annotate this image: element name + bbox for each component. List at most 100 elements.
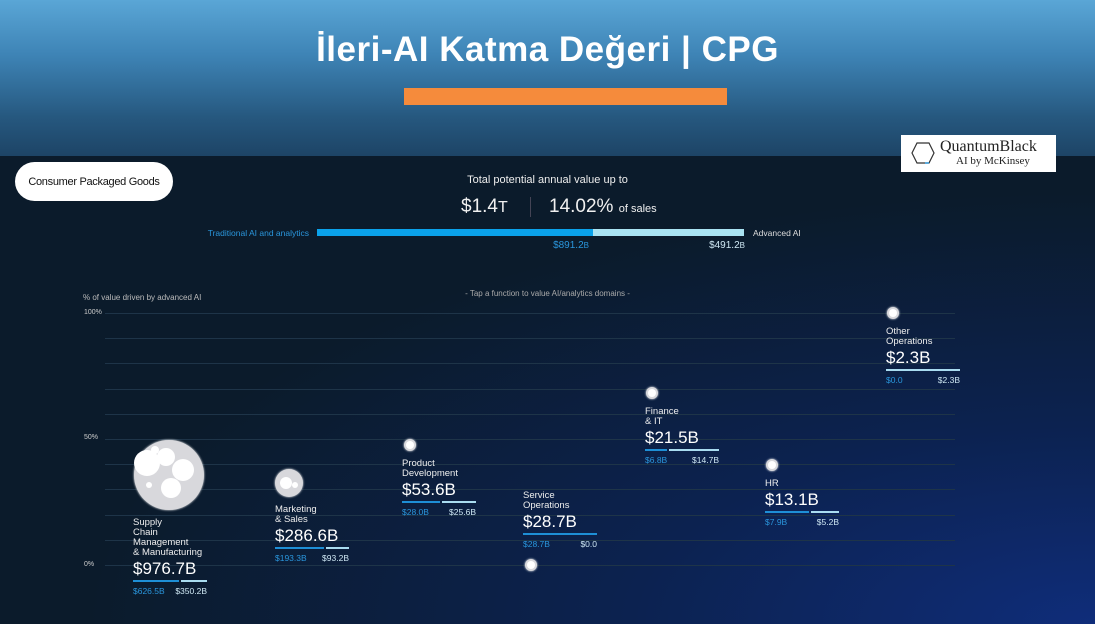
bubble-core xyxy=(648,388,656,397)
gridline xyxy=(105,489,955,491)
traditional-value: $28.0B xyxy=(402,506,429,517)
function-total: $286.6B xyxy=(275,526,339,546)
domain-bubble[interactable] xyxy=(146,481,152,488)
traditional-segment xyxy=(523,533,597,535)
gridline xyxy=(105,363,955,365)
tick-100: 100% xyxy=(84,309,102,316)
advanced-segment xyxy=(886,369,960,371)
bubble-core xyxy=(768,460,776,469)
function-total: $21.5B xyxy=(645,427,699,447)
function-name: Marketing & Sales xyxy=(275,504,317,526)
advanced-value: $5.2B xyxy=(816,516,839,527)
percent-of-sales: 14.02% of sales xyxy=(549,196,657,217)
advanced-value: $491.2B xyxy=(709,240,745,251)
gridline xyxy=(105,338,955,340)
tick-0: 0% xyxy=(84,561,95,568)
domain-bubble[interactable] xyxy=(172,458,194,481)
title-underline xyxy=(404,88,727,105)
split-bar xyxy=(645,448,719,452)
split-bar xyxy=(133,579,207,583)
industry-selector[interactable]: Consumer Packaged Goods xyxy=(15,162,173,201)
function-bubble[interactable] xyxy=(646,386,658,399)
total-label: Total potential annual value up to xyxy=(467,174,628,186)
function-label[interactable]: Finance & IT $21.5B $6.8B $14.7B xyxy=(645,405,725,467)
y-axis-label: % of value driven by advanced AI xyxy=(83,293,202,302)
domain-bubble[interactable] xyxy=(161,477,181,498)
function-bubble[interactable] xyxy=(275,469,303,498)
bubble-core xyxy=(406,440,414,449)
logo-line2: AI by McKinsey xyxy=(956,155,1030,167)
advanced-label: Advanced AI xyxy=(753,228,801,238)
function-name: Service Operations xyxy=(523,490,570,511)
advanced-value: $350.2B xyxy=(175,585,207,596)
function-total: $976.7B xyxy=(133,558,197,578)
traditional-segment xyxy=(133,579,179,582)
traditional-value: $0.0 xyxy=(886,375,903,385)
advanced-segment xyxy=(326,547,349,550)
hexagon-icon xyxy=(911,142,935,164)
advanced-bar xyxy=(593,229,744,236)
traditional-label: Traditional AI and analytics xyxy=(207,228,309,238)
traditional-bar xyxy=(317,229,593,236)
advanced-segment xyxy=(442,500,476,503)
gridline xyxy=(105,413,955,415)
function-bubble[interactable] xyxy=(134,439,204,510)
divider xyxy=(530,197,531,217)
function-label[interactable]: Supply Chain Management & Manufacturing … xyxy=(133,516,213,598)
advanced-segment xyxy=(181,579,207,582)
traditional-value: $193.3B xyxy=(275,553,307,564)
split-bar xyxy=(765,510,839,514)
function-name: Finance & IT xyxy=(645,405,679,427)
function-label[interactable]: HR $13.1B $7.9B $5.2B xyxy=(765,478,845,529)
traditional-value: $28.7B xyxy=(523,539,550,549)
advanced-value: $0.0 xyxy=(580,539,597,549)
split-bar xyxy=(402,500,476,504)
function-bubble[interactable] xyxy=(525,559,537,571)
function-label[interactable]: Other Operations $2.3B $0.0 $2.3B xyxy=(886,327,966,387)
bubble-core xyxy=(527,561,535,569)
gridline xyxy=(105,313,955,314)
domain-bubble[interactable] xyxy=(151,445,159,454)
tick-50: 50% xyxy=(84,434,99,441)
logo-line1: QuantumBlack xyxy=(940,138,1037,155)
domain-bubble[interactable] xyxy=(292,482,298,489)
traditional-value: $626.5B xyxy=(133,585,165,596)
function-total: $2.3B xyxy=(886,348,931,367)
gridline xyxy=(105,514,955,516)
hint-text: - Tap a function to value AI/analytics d… xyxy=(465,289,630,298)
split-bar xyxy=(523,533,597,536)
traditional-segment xyxy=(275,547,324,550)
function-name: Other Operations xyxy=(886,326,933,347)
domain-bubble[interactable] xyxy=(157,447,175,466)
function-label[interactable]: Product Development $53.6B $28.0B $25.6B xyxy=(402,457,482,519)
split-bar xyxy=(275,547,349,550)
function-total: $28.7B xyxy=(523,512,577,531)
function-total: $13.1B xyxy=(765,489,819,509)
function-bubble[interactable] xyxy=(766,458,778,471)
traditional-value: $6.8B xyxy=(645,454,668,465)
traditional-segment xyxy=(645,448,667,451)
function-total: $53.6B xyxy=(402,479,456,499)
function-bubble[interactable] xyxy=(404,438,416,451)
function-name: Supply Chain Management & Manufacturing xyxy=(133,516,203,558)
traditional-segment xyxy=(402,500,440,503)
gridline xyxy=(105,439,955,440)
gridline xyxy=(105,388,955,390)
gridline xyxy=(105,539,955,541)
advanced-value: $2.3B xyxy=(937,375,960,385)
function-label[interactable]: Marketing & Sales $286.6B $193.3B $93.2B xyxy=(275,505,355,565)
domain-bubble[interactable] xyxy=(280,477,292,490)
domain-bubble[interactable] xyxy=(134,449,160,476)
advanced-value: $14.7B xyxy=(692,454,719,465)
advanced-segment xyxy=(811,510,839,513)
function-name: Product Development xyxy=(402,457,458,479)
page-title: İleri-AI Katma Değeri | CPG xyxy=(316,30,779,69)
traditional-value: $7.9B xyxy=(765,516,788,527)
traditional-segment xyxy=(765,510,809,513)
total-value: $1.4T xyxy=(461,196,508,217)
gridline xyxy=(105,464,955,466)
function-bubble[interactable] xyxy=(887,307,899,319)
function-label[interactable]: Service Operations $28.7B $28.7B $0.0 xyxy=(523,491,603,551)
header-banner: İleri-AI Katma Değeri | CPG xyxy=(0,0,1095,156)
traditional-value: $891.2B xyxy=(553,240,589,251)
